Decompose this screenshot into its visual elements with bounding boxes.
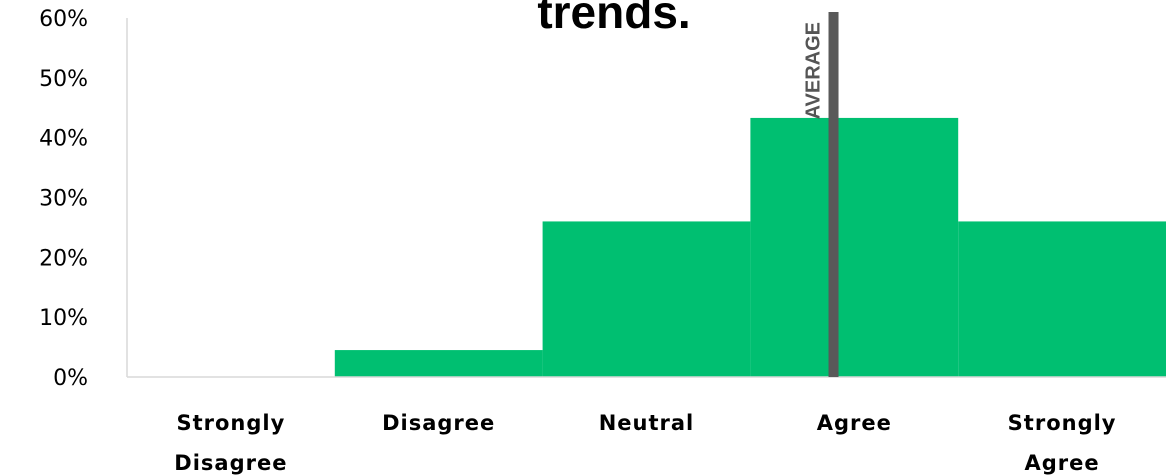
average-line	[828, 12, 839, 377]
y-tick-label: 0%	[53, 366, 88, 391]
bar-strongly-agree	[958, 221, 1166, 377]
average-label: AVERAGE	[803, 22, 825, 119]
chart-title: trends.	[537, 0, 690, 38]
bar-disagree	[334, 350, 543, 377]
bar-agree	[750, 117, 959, 378]
y-tick-label: 10%	[39, 306, 88, 331]
y-tick-label: 20%	[39, 246, 88, 271]
bars-group	[334, 117, 1166, 378]
x-tick-label: Neutral	[599, 411, 695, 435]
y-tick-label: 30%	[39, 187, 88, 212]
x-axis-labels: Strongly Disagree Disagree Neutral Agree Stro…	[174, 411, 1117, 475]
x-tick-label: Disagree	[382, 411, 495, 435]
x-tick-label: Agree	[817, 411, 892, 435]
x-tick-label: Strongly Disagree	[174, 411, 287, 475]
y-tick-label: 40%	[39, 127, 88, 152]
average-marker: AVERAGE	[803, 12, 839, 377]
bar-neutral	[542, 221, 751, 377]
y-tick-label: 60%	[39, 7, 88, 32]
y-axis-ticks: 0% 10% 20% 30% 40% 50% 60%	[39, 7, 88, 391]
y-tick-label: 50%	[39, 67, 88, 92]
x-tick-label: Strongly Agree	[1008, 411, 1117, 475]
